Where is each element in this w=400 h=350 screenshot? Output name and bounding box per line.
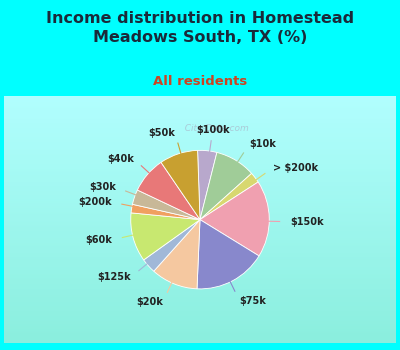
Wedge shape [200, 153, 252, 220]
Wedge shape [161, 150, 200, 220]
Wedge shape [197, 220, 259, 289]
Text: $100k: $100k [196, 125, 230, 135]
Text: $30k: $30k [89, 182, 116, 192]
Text: $200k: $200k [78, 197, 112, 207]
Wedge shape [144, 220, 200, 271]
Text: All residents: All residents [153, 75, 247, 88]
Wedge shape [131, 204, 200, 220]
Text: $10k: $10k [249, 139, 276, 149]
Wedge shape [200, 173, 258, 220]
Wedge shape [137, 162, 200, 220]
Wedge shape [200, 182, 269, 256]
Text: $125k: $125k [97, 272, 131, 282]
Wedge shape [198, 150, 217, 220]
Text: $150k: $150k [290, 217, 324, 227]
Text: $40k: $40k [107, 154, 134, 164]
Text: > $200k: > $200k [274, 162, 318, 173]
Text: City-Data.com: City-Data.com [179, 124, 249, 133]
Wedge shape [131, 213, 200, 260]
Wedge shape [154, 220, 200, 289]
Text: $60k: $60k [85, 235, 112, 245]
Text: Income distribution in Homestead
Meadows South, TX (%): Income distribution in Homestead Meadows… [46, 11, 354, 45]
Text: $20k: $20k [136, 297, 163, 307]
Text: $75k: $75k [240, 295, 266, 306]
Text: $50k: $50k [148, 128, 175, 138]
Wedge shape [132, 190, 200, 220]
